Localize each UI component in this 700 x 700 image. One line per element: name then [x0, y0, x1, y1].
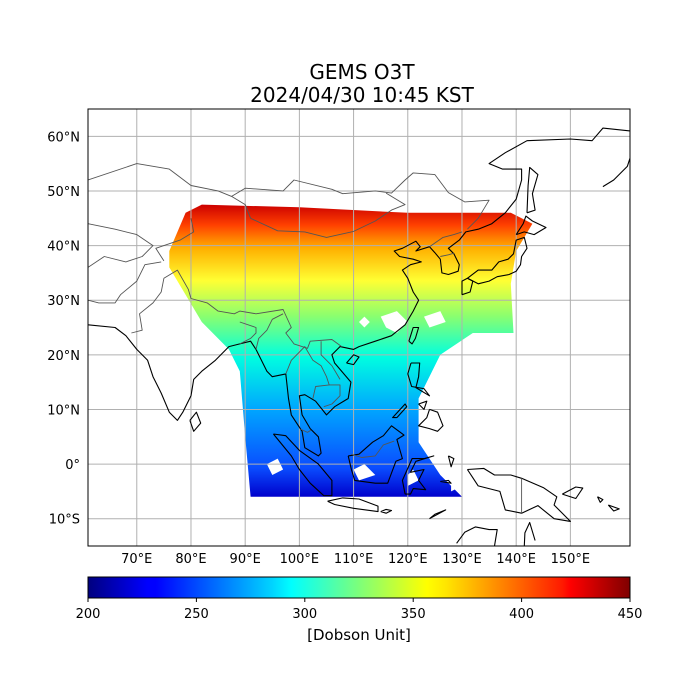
border-segment: [351, 440, 395, 458]
cloud-mask-patches: [266, 311, 462, 492]
coastline-segment: [562, 486, 584, 500]
border-segment: [440, 252, 455, 257]
coastline-segment: [440, 479, 452, 484]
border-segment: [88, 163, 490, 230]
coastline-segment: [429, 509, 447, 520]
coastline-segment: [418, 400, 428, 410]
coastline-segment: [347, 425, 405, 484]
map-plot-area: [88, 109, 630, 546]
lon-tick-label: 90°E: [230, 552, 261, 567]
border-segment: [231, 192, 406, 238]
coastline-segment: [189, 411, 202, 432]
coastline-segment: [515, 215, 547, 236]
lat-tick-label: 40°N: [47, 240, 80, 255]
coastline-segment: [408, 326, 420, 345]
lat-tick-label: 60°N: [47, 130, 80, 145]
colorbar-tick-label: 400: [509, 607, 534, 622]
coastline-segment: [327, 497, 379, 513]
lon-tick-label: 110°E: [334, 552, 374, 567]
coastlines: [88, 127, 630, 546]
coastline-segment: [607, 504, 620, 512]
border-segment: [88, 223, 154, 268]
colorbar-tick-label: 450: [618, 607, 643, 622]
colorbar-label: [Dobson Unit]: [307, 626, 411, 644]
lon-tick-label: 100°E: [280, 552, 320, 567]
coastline-segment: [466, 467, 571, 522]
lat-tick-label: 20°N: [47, 349, 80, 364]
lat-tick-label: 10°N: [47, 403, 80, 418]
colorbar-tick-label: 200: [76, 607, 101, 622]
cloud-mask-patch: [424, 311, 446, 328]
lon-tick-label: 120°E: [388, 552, 428, 567]
coastline-segment: [456, 526, 498, 546]
coastline-segment: [526, 166, 539, 214]
coastline-segment: [272, 433, 333, 497]
cloud-mask-patch: [407, 469, 419, 486]
cloud-mask-patch: [451, 475, 462, 492]
border-segment: [320, 341, 341, 380]
cloud-mask-patch: [359, 316, 370, 328]
coastline-segment: [597, 496, 604, 503]
coastline-segment: [346, 354, 360, 366]
lat-tick-label: 50°N: [47, 185, 80, 200]
coastline-segment: [523, 521, 536, 546]
ozone-swath: [169, 204, 533, 497]
colorbar-tick-label: 300: [292, 607, 317, 622]
lat-tick-label: 0°: [65, 458, 80, 473]
border-segment: [239, 321, 257, 345]
cloud-mask-patch: [266, 458, 284, 475]
colorbar-tick-label: 250: [184, 607, 209, 622]
coastline-segment: [418, 408, 444, 432]
border-segment: [285, 346, 330, 399]
border-segment: [88, 261, 162, 304]
map-frame: [87, 108, 631, 547]
map-subtitle-datetime: 2024/04/30 10:45 KST: [250, 83, 474, 107]
lat-tick-label: 10°S: [49, 513, 80, 528]
latitude-tick-labels: 60°N 50°N 40°N 30°N 20°N 10°N 0° 10°S: [47, 130, 80, 527]
graticule: [88, 109, 630, 546]
lon-tick-label: 140°E: [496, 552, 536, 567]
coastline-segment: [467, 236, 528, 285]
cloud-mask-patch: [353, 464, 376, 481]
border-segment: [429, 231, 463, 248]
coastline-segment: [380, 508, 393, 514]
border-segment: [131, 269, 342, 349]
border-segment: [300, 428, 312, 433]
coastline-segment: [407, 362, 431, 397]
coastline-segment: [602, 158, 630, 188]
border-segment: [155, 218, 195, 262]
colorbar: [87, 576, 631, 599]
coastline-segment: [392, 403, 408, 419]
lat-tick-label: 30°N: [47, 294, 80, 309]
map-title: GEMS O3T: [309, 60, 415, 84]
lon-tick-label: 80°E: [175, 552, 206, 567]
border-segment: [255, 313, 284, 350]
country-borders: [88, 163, 523, 514]
longitude-tick-labels: 70°E 80°E 90°E 100°E 110°E 120°E 130°E 140°E 150…: [121, 552, 590, 567]
border-segment: [323, 384, 341, 408]
coastline-segment: [401, 455, 435, 495]
lon-tick-label: 130°E: [442, 552, 482, 567]
colorbar-ticks: 200 250 300 350 400 450: [76, 598, 643, 622]
coastline-segment: [88, 127, 630, 457]
coastline-segment: [447, 455, 455, 468]
lon-tick-label: 150°E: [551, 552, 591, 567]
lon-tick-label: 70°E: [121, 552, 152, 567]
colorbar-tick-label: 350: [401, 607, 426, 622]
